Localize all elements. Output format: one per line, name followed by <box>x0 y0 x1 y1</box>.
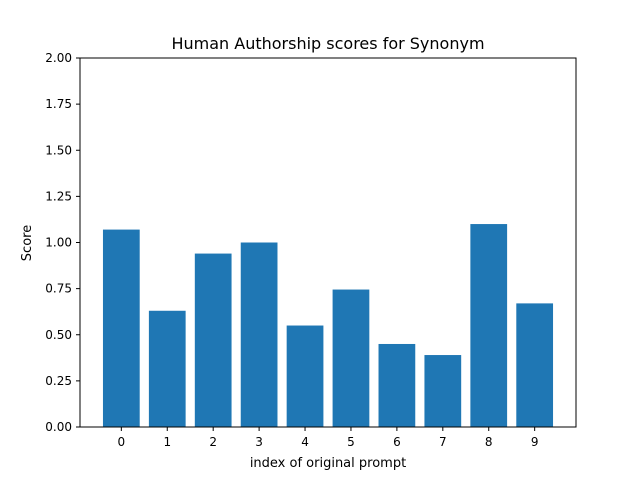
y-tick-label: 0.00 <box>45 420 72 434</box>
plot-frame <box>79 57 577 428</box>
y-tick-label: 0.25 <box>45 374 72 388</box>
x-tick-label: 3 <box>255 435 263 449</box>
bar-6 <box>378 343 416 427</box>
chart-title: Human Authorship scores for Synonym <box>171 34 484 53</box>
x-tick-label: 7 <box>439 435 447 449</box>
x-tick-label: 2 <box>209 435 217 449</box>
x-tick-label: 9 <box>531 435 539 449</box>
x-tick-label: 1 <box>163 435 171 449</box>
bar-9 <box>516 303 554 427</box>
y-tick-label: 0.50 <box>45 328 72 342</box>
bar-3 <box>240 242 278 427</box>
x-tick-label: 0 <box>118 435 126 449</box>
y-axis-label: Score <box>20 225 35 261</box>
y-tick-label: 1.25 <box>45 189 72 203</box>
x-tick-label: 4 <box>301 435 309 449</box>
y-tick-label: 1.50 <box>45 143 72 157</box>
x-tick-label: 6 <box>393 435 401 449</box>
x-tick-label: 5 <box>347 435 355 449</box>
bar-5 <box>332 289 370 427</box>
y-tick-label: 1.75 <box>45 97 72 111</box>
x-tick-label: 8 <box>485 435 493 449</box>
x-axis-label: index of original prompt <box>250 456 406 471</box>
x-axis-ticks: 0 1 2 3 4 5 6 7 8 9 <box>118 427 539 449</box>
y-tick-label: 0.75 <box>45 282 72 296</box>
bar-1 <box>148 310 186 427</box>
bar-4 <box>286 325 324 427</box>
bar-2 <box>194 253 232 427</box>
y-tick-label: 2.00 <box>45 51 72 65</box>
bar-7 <box>424 355 462 427</box>
bars-group <box>102 224 554 427</box>
y-axis-ticks: 0.00 0.25 0.50 0.75 1.00 1.25 1.50 1.75 2.00 <box>45 51 80 434</box>
bar-0 <box>102 229 140 427</box>
bar-8 <box>470 224 508 427</box>
y-tick-label: 1.00 <box>45 236 72 250</box>
